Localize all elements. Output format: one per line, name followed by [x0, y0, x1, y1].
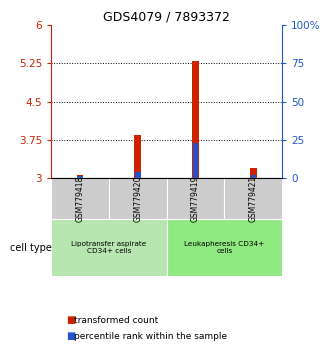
Text: GSM779421: GSM779421: [249, 176, 258, 222]
Bar: [167, 219, 282, 276]
Text: ■: ■: [66, 315, 75, 325]
Bar: [193, 143, 198, 178]
Text: Leukapheresis CD34+
cells: Leukapheresis CD34+ cells: [184, 241, 265, 254]
Bar: [224, 178, 282, 219]
Bar: [109, 178, 167, 219]
Bar: [51, 219, 167, 276]
Title: GDS4079 / 7893372: GDS4079 / 7893372: [103, 11, 230, 24]
Bar: [250, 168, 257, 178]
Bar: [192, 61, 199, 178]
Bar: [77, 176, 83, 178]
Text: percentile rank within the sample: percentile rank within the sample: [74, 332, 227, 341]
Text: Lipotransfer aspirate
CD34+ cells: Lipotransfer aspirate CD34+ cells: [71, 241, 147, 254]
Text: GSM779419: GSM779419: [191, 176, 200, 222]
Text: GSM779418: GSM779418: [76, 176, 84, 222]
Text: GSM779420: GSM779420: [133, 176, 142, 222]
Bar: [250, 175, 256, 178]
Bar: [134, 135, 141, 178]
Text: ■: ■: [66, 331, 75, 341]
Bar: [77, 175, 83, 178]
Text: cell type: cell type: [11, 243, 52, 253]
Text: transformed count: transformed count: [74, 316, 158, 325]
Bar: [51, 178, 109, 219]
Bar: [135, 172, 141, 178]
Bar: [167, 178, 224, 219]
